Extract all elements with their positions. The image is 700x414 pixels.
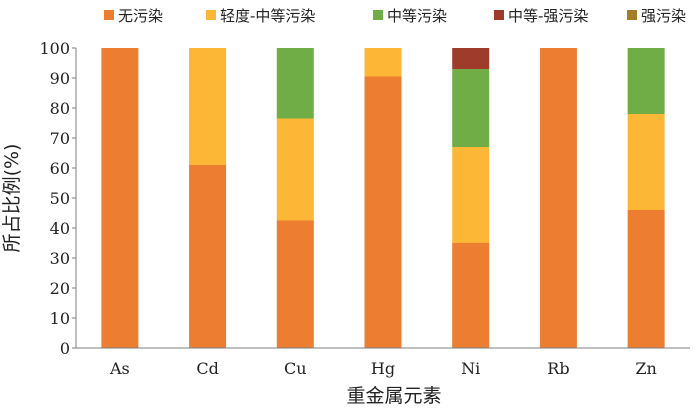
y-tick-label: 100 — [39, 39, 70, 58]
bar-Ni-series-0 — [452, 243, 490, 348]
bar-Ni-series-2 — [452, 69, 490, 147]
bar-Ni-series-3 — [452, 48, 490, 69]
legend-label-series-3: 中等-强污染 — [508, 7, 588, 25]
legend: 无污染 轻度-中等污染 中等污染 中等-强污染 强污染 — [104, 7, 686, 25]
legend-swatch-series-3 — [494, 10, 504, 20]
bar-Cd-series-1 — [189, 48, 227, 165]
legend-label-series-1: 轻度-中等污染 — [220, 7, 315, 25]
bars — [101, 48, 665, 348]
y-tick-label: 10 — [50, 309, 70, 328]
bar-Hg-series-0 — [364, 76, 402, 348]
legend-label-series-0: 无污染 — [118, 7, 163, 25]
x-axis-title: 重金属元素 — [346, 385, 441, 407]
y-tick-label: 40 — [50, 219, 70, 238]
bar-Cu-series-0 — [276, 220, 314, 348]
bar-Zn-series-0 — [627, 210, 665, 348]
y-tick-label: 20 — [50, 279, 70, 298]
legend-label-series-4: 强污染 — [641, 7, 686, 25]
x-tick-label: Rb — [547, 359, 569, 378]
bar-Zn-series-1 — [627, 114, 665, 210]
y-tick-label: 30 — [50, 249, 70, 268]
x-axis: As Cd Cu Hg Ni Rb Zn — [76, 347, 690, 378]
y-tick-label: 70 — [50, 129, 70, 148]
bar-Hg-series-1 — [364, 48, 402, 77]
bar-Cu-series-1 — [276, 118, 314, 221]
y-axis: 0 10 20 30 40 50 60 70 80 90 100 — [39, 39, 77, 358]
x-tick-label: Cu — [284, 359, 307, 378]
bar-Cu-series-2 — [276, 48, 314, 119]
bar-As-series-0 — [101, 48, 139, 348]
legend-swatch-series-0 — [104, 10, 114, 20]
bar-Rb-series-0 — [539, 48, 577, 348]
y-tick-label: 80 — [50, 99, 70, 118]
legend-swatch-series-2 — [373, 10, 383, 20]
y-axis-title: 所占比例(%) — [1, 144, 23, 253]
y-tick-label: 50 — [50, 189, 70, 208]
legend-label-series-2: 中等污染 — [387, 7, 447, 25]
x-tick-label: Cd — [196, 359, 218, 378]
y-tick-label: 90 — [50, 69, 70, 88]
x-tick-label: Hg — [371, 359, 395, 378]
legend-swatch-series-4 — [627, 10, 637, 20]
x-tick-label: Ni — [461, 359, 480, 378]
y-tick-label: 60 — [50, 159, 70, 178]
bar-Ni-series-1 — [452, 147, 490, 243]
x-tick-label: As — [109, 359, 130, 378]
bar-Zn-series-2 — [627, 48, 665, 114]
y-tick-label: 0 — [60, 339, 70, 358]
bar-Cd-series-0 — [189, 165, 227, 348]
x-tick-label: Zn — [635, 359, 656, 378]
legend-swatch-series-1 — [206, 10, 216, 20]
